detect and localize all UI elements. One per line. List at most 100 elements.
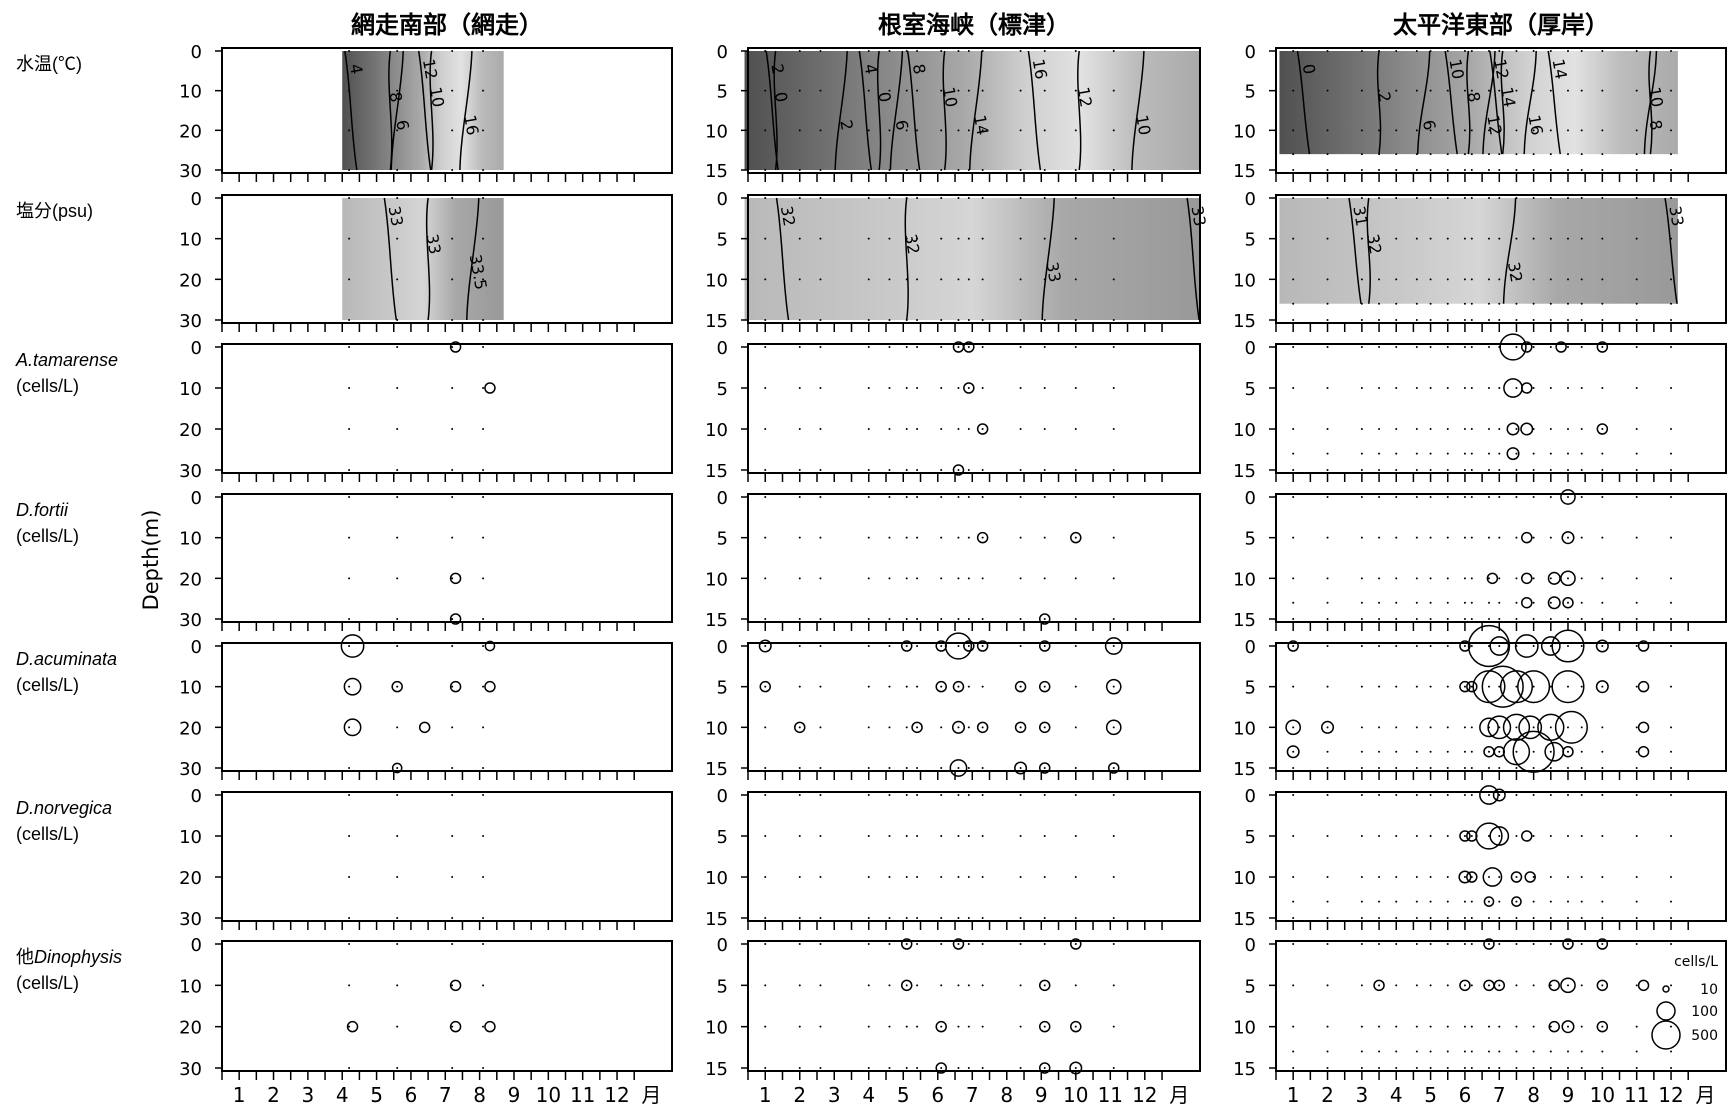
sample-dot [1487, 577, 1490, 580]
sample-dot [1043, 618, 1046, 620]
y-tick-label: 0 [1245, 786, 1256, 807]
y-tick-label: 5 [717, 529, 728, 550]
sample-dot [905, 50, 908, 52]
sample-dot [888, 536, 891, 539]
sample-dot [1019, 835, 1022, 837]
sample-dot [1515, 726, 1518, 729]
sample-dot [1515, 577, 1518, 580]
sample-dot [957, 169, 960, 171]
sample-dot [1019, 618, 1022, 620]
sample-dot [1487, 1067, 1490, 1069]
y-tick-label: 0 [1245, 42, 1256, 63]
sample-dot [1498, 469, 1501, 471]
sample-dot [451, 645, 454, 647]
sample-dot [916, 428, 919, 430]
cell-bubble [1105, 678, 1122, 695]
sample-dot [1566, 601, 1569, 604]
sample-dot [1532, 89, 1535, 92]
contour-line [1186, 197, 1200, 321]
sample-dot [1670, 1025, 1673, 1028]
cell-bubble [1637, 680, 1650, 693]
sample-dot [396, 645, 399, 647]
sample-dot [482, 278, 485, 281]
panel-frame [747, 343, 1201, 474]
sample-dot [940, 984, 943, 987]
sample-dot [981, 496, 984, 498]
sample-dot [1635, 577, 1638, 580]
cell-bubble [1521, 382, 1533, 394]
sample-dot [1515, 469, 1518, 471]
cell-bubble [340, 634, 365, 658]
sample-dot [1378, 302, 1381, 305]
sample-dot [1019, 197, 1022, 199]
sample-dot [1043, 984, 1046, 987]
sample-dot [905, 835, 908, 837]
sample-dot [916, 169, 919, 171]
sample-dot [1074, 197, 1077, 199]
sample-dot [1635, 89, 1638, 92]
sample-dot [916, 89, 919, 92]
sample-dot [1670, 469, 1673, 471]
sample-dot [1360, 767, 1363, 769]
contour-label: 6 [1419, 118, 1439, 131]
contour-fill [744, 51, 1200, 170]
contour-label: 14 [1549, 57, 1571, 80]
sample-dot [1395, 900, 1398, 903]
y-tick-label: 0 [191, 338, 202, 359]
sample-dot [1446, 1067, 1449, 1069]
sample-dot [1515, 685, 1518, 688]
sample-dot [1515, 1050, 1518, 1053]
panel-frame [1275, 47, 1727, 174]
contour-line [968, 50, 983, 171]
cell-bubble [1540, 636, 1561, 656]
contour-line [1523, 50, 1537, 155]
sample-dot [798, 237, 801, 240]
sample-dot [1532, 984, 1535, 987]
sample-dot [1360, 917, 1363, 919]
sample-dot [1415, 153, 1418, 156]
sample-dot [1470, 917, 1473, 919]
sample-dot [1326, 601, 1329, 604]
cell-bubble [944, 632, 973, 660]
sample-dot [1498, 645, 1501, 647]
sample-dot [1446, 89, 1449, 92]
sample-dot [905, 685, 908, 688]
sample-dot [1635, 876, 1638, 878]
sample-dot [1019, 319, 1022, 321]
sample-dot [1360, 153, 1363, 156]
sample-dot [905, 984, 908, 987]
sample-dot [867, 428, 870, 430]
sample-dot [916, 1025, 919, 1028]
sample-dot [916, 876, 919, 878]
sample-dot [1446, 750, 1449, 753]
contour-line [1466, 50, 1471, 155]
sample-dot [1415, 685, 1418, 688]
sample-dot [819, 536, 822, 539]
contour-line [466, 197, 480, 321]
sample-dot [1292, 645, 1295, 647]
sample-dot [819, 835, 822, 837]
sample-dot [1043, 645, 1046, 647]
sample-dot [1112, 428, 1115, 430]
sample-dot [1566, 794, 1569, 796]
y-tick-label: 0 [191, 935, 202, 956]
row-label-5: D.norvegica [16, 798, 112, 818]
sample-dot [1601, 50, 1604, 52]
sample-dot [1470, 536, 1473, 539]
sample-dot [1670, 89, 1673, 92]
sample-dot [1112, 278, 1115, 281]
cell-bubble [1520, 422, 1534, 436]
sample-dot [1566, 835, 1569, 837]
sample-dot [916, 767, 919, 769]
panel-frame [1275, 940, 1727, 1072]
legend-label: 100 [1691, 1004, 1718, 1020]
sample-dot [867, 50, 870, 52]
sample-dot [1112, 767, 1115, 769]
sample-dot [798, 767, 801, 769]
cell-bubble [1506, 447, 1520, 461]
y-tick-label: 10 [1233, 1018, 1256, 1039]
cell-bubble [1014, 680, 1027, 693]
sample-dot [482, 237, 485, 240]
sample-dot [1487, 685, 1490, 688]
sample-dot [798, 984, 801, 987]
